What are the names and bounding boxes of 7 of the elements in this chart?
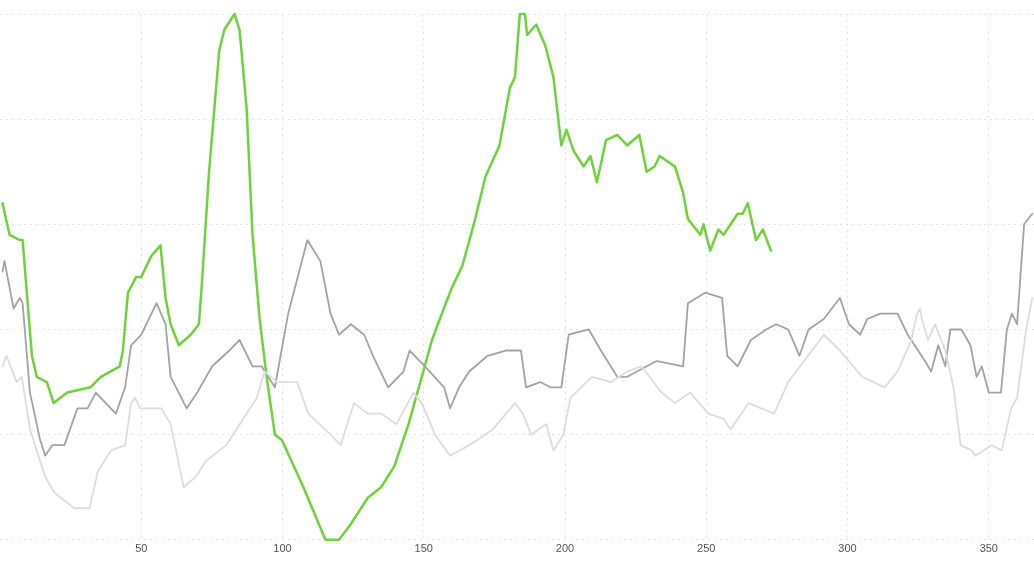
- x-tick-label: 350: [979, 542, 998, 555]
- x-tick-label: 150: [414, 542, 433, 555]
- x-tick-label: 100: [273, 542, 292, 555]
- x-tick-label: 200: [555, 542, 575, 555]
- x-tick-label: 250: [697, 542, 716, 555]
- x-tick-label: 300: [838, 542, 857, 555]
- x-tick-label: 50: [135, 542, 148, 555]
